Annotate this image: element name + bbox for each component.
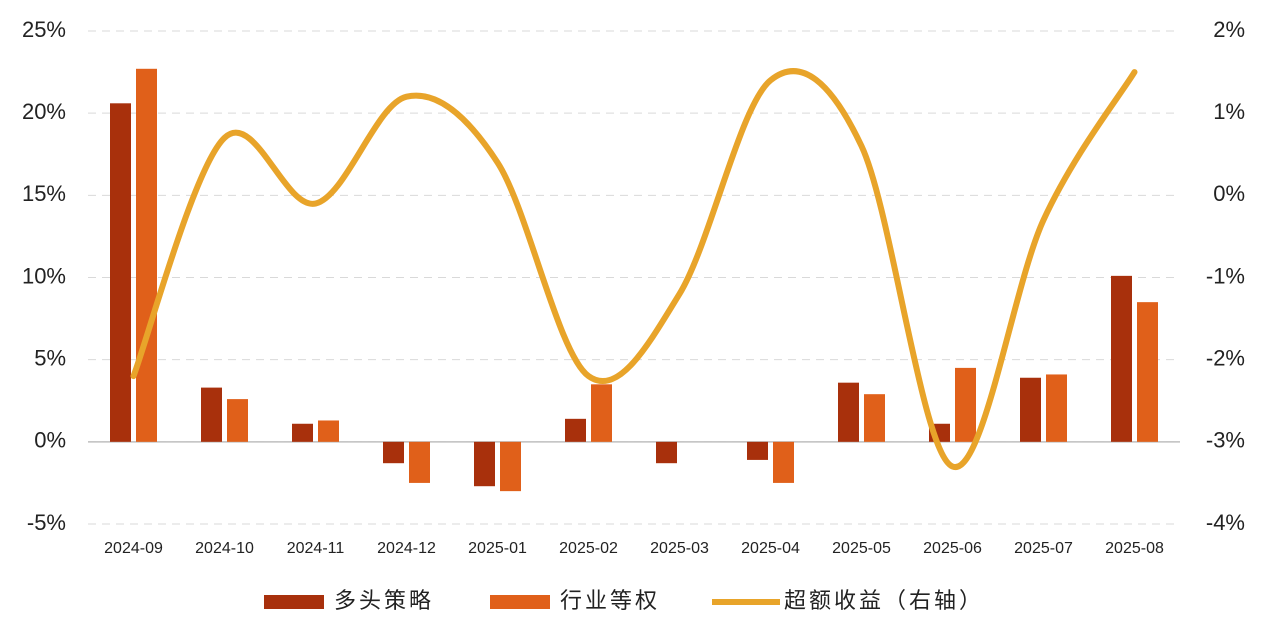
y-tick-label: -5% [27,510,66,535]
legend-label: 超额收益（右轴） [784,588,984,613]
bar [201,387,222,442]
x-tick-label: 2024-11 [287,540,345,557]
y2-tick-label: -3% [1206,428,1245,453]
y-tick-label: 5% [34,345,66,370]
y-tick-label: 15% [22,181,66,206]
y-tick-label: 25% [22,17,66,42]
y2-tick-label: 2% [1213,17,1245,42]
legend-label: 多头策略 [334,588,434,613]
legend-label: 行业等权 [560,588,660,613]
x-tick-label: 2024-10 [195,540,254,557]
bar [318,420,339,442]
bar [1046,374,1067,442]
legend-swatch [264,595,324,609]
y-tick-label: 20% [22,99,66,124]
legend-swatch [490,595,550,609]
bar [474,441,495,487]
bar [864,394,885,442]
bar [591,384,612,442]
y-tick-label: 0% [34,428,66,453]
bar [292,423,313,442]
bar [110,103,131,442]
bar [838,382,859,442]
y2-tick-label: -2% [1206,345,1245,370]
bar [227,399,248,442]
bar [773,441,794,483]
y2-tick-label: -1% [1206,263,1245,288]
bar [136,68,157,442]
bar [1137,302,1158,442]
x-tick-label: 2024-12 [377,540,436,557]
x-tick-label: 2025-01 [468,540,527,557]
bar [383,441,404,464]
bar [409,441,430,483]
y-tick-label: 10% [22,263,66,288]
x-tick-label: 2025-03 [650,540,709,557]
x-tick-label: 2025-04 [741,540,800,557]
bar [747,441,768,460]
bar [500,441,521,492]
x-tick-label: 2025-06 [923,540,982,557]
bar [1020,377,1041,442]
bar [656,441,677,464]
x-tick-label: 2025-08 [1105,540,1164,557]
x-tick-label: 2025-05 [832,540,891,557]
x-tick-label: 2025-02 [559,540,618,557]
y2-tick-label: 1% [1213,99,1245,124]
bar [955,367,976,442]
bar [1111,275,1132,442]
bar [565,418,586,442]
y2-tick-label: -4% [1206,510,1245,535]
x-tick-label: 2025-07 [1014,540,1073,557]
y2-tick-label: 0% [1213,181,1245,206]
x-tick-label: 2024-09 [104,540,163,557]
line [130,68,1138,470]
